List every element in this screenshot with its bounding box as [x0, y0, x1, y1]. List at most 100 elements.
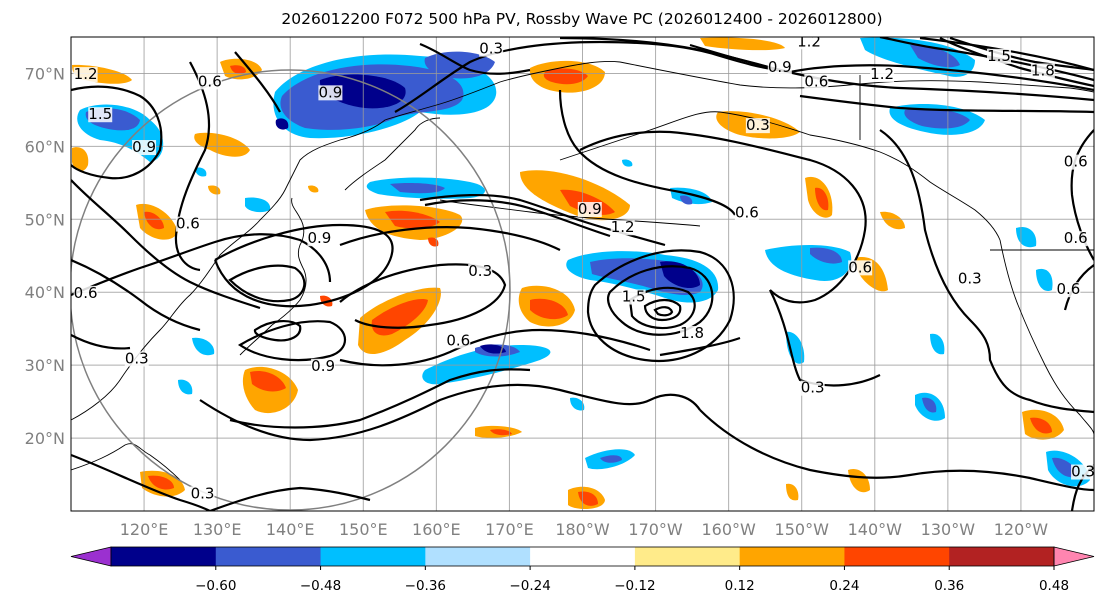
contour-label-bg: [1030, 63, 1055, 79]
map-area: 0.3 0.9 0.6 1.2 1.2 1.5 1.8 0.3 0.9 0.6 1.2 1.5 0.9 0…: [71, 37, 1094, 511]
pv-contour: [949, 37, 1094, 72]
contour-label: 1.5: [622, 288, 646, 306]
lon-tick-label: 180°W: [555, 520, 610, 539]
contour-label-bg: [987, 48, 1012, 64]
pv-contour: [339, 263, 507, 329]
negative-anomaly-patch: [660, 261, 700, 289]
contour-label: 0.9: [578, 200, 602, 218]
pv-contour: [174, 61, 211, 272]
contour-label-bg: [577, 202, 602, 218]
pv-contour: [643, 298, 682, 322]
negative-anomaly-patch: [480, 344, 506, 354]
pv-contour: [228, 264, 306, 303]
positive-anomaly-patch: [848, 468, 870, 493]
contour-label-bg: [745, 118, 770, 134]
negative-anomaly-patch: [195, 167, 207, 177]
contour-label: 0.6: [1056, 280, 1080, 298]
kamchatka-coastline: [344, 117, 441, 191]
contour-label: 1.8: [680, 324, 704, 342]
pv-contour: [71, 334, 131, 350]
lon-tick-label: 170°W: [628, 520, 683, 539]
contour-label: 1.5: [88, 105, 112, 123]
contour-label-bg: [621, 289, 646, 305]
negative-anomaly-patch: [178, 379, 193, 395]
pv-contour: [234, 51, 281, 113]
lon-tick-label: 140°E: [266, 520, 315, 539]
contour-label: 0.6: [446, 331, 470, 349]
contour-label-bg: [797, 37, 822, 50]
positive-anomaly-patch: [308, 185, 319, 193]
north-america-coastline: [999, 239, 1094, 436]
pv-contour: [699, 409, 1094, 492]
lat-tick-label: 40°N: [25, 283, 65, 302]
colorbar-tick-label: −0.24: [509, 578, 550, 594]
contour-label-bg: [767, 59, 792, 75]
positive-anomaly-patch: [880, 211, 905, 230]
colorbar-tick-label: 0.36: [934, 578, 964, 594]
pv-contour: [879, 37, 1094, 82]
pv-contour: [799, 94, 1094, 114]
pv-contour: [659, 336, 741, 357]
contour-label: 0.9: [311, 357, 335, 375]
contour-label-bg: [318, 85, 343, 101]
colorbar-tick-label: −0.12: [614, 578, 655, 594]
contour-label-bg: [307, 231, 332, 247]
positive-anomaly-patch: [786, 483, 799, 501]
colorbar-segment: [215, 547, 322, 566]
pv-contour: [199, 383, 701, 442]
positive-anomaly-patch: [490, 429, 512, 436]
contour-label: 1.2: [870, 65, 894, 83]
lon-tick-label: 120°W: [994, 520, 1049, 539]
contour-label: 0.6: [176, 215, 200, 233]
map-frame: [70, 36, 1095, 512]
colorbar-extend-min: [70, 546, 112, 567]
lon-tick-label: 160°W: [701, 520, 756, 539]
contour-label: 0.6: [74, 284, 98, 302]
lat-tick-label: 50°N: [25, 210, 65, 229]
positive-anomaly-patch: [230, 65, 246, 74]
pv-contour: [769, 289, 881, 387]
positive-anomaly-patch: [543, 68, 588, 85]
pv-contour: [71, 85, 163, 180]
contour-label-bg: [175, 216, 200, 232]
negative-anomaly-patch: [622, 159, 633, 167]
contour-label-bg: [680, 325, 705, 341]
contour-label-bg: [957, 271, 982, 287]
contour-label: 0.6: [848, 258, 872, 276]
lat-tick-label: 70°N: [25, 64, 65, 83]
contour-label: 0.3: [479, 40, 503, 58]
pv-contour: [209, 486, 371, 511]
colorbar-tick-label: 0.48: [1039, 578, 1069, 594]
contour-label: 0.3: [468, 262, 492, 280]
contour-label-bg: [734, 205, 759, 221]
contour-label: 0.3: [125, 350, 149, 368]
contour-label-bg: [848, 260, 873, 276]
colorbar-tick-label: 0.12: [725, 578, 755, 594]
lon-tick-label: 130°W: [921, 520, 976, 539]
contour-label: 1.5: [987, 47, 1011, 65]
contour-label-bg: [73, 285, 98, 301]
colorbar-segment: [530, 547, 636, 566]
negative-anomaly-patch: [600, 455, 622, 463]
negative-anomaly-patch: [810, 247, 842, 264]
positive-anomaly-patch: [700, 37, 785, 51]
negative-anomaly-patch: [922, 397, 937, 413]
lat-tick-label: 20°N: [25, 429, 65, 448]
asia-south-coastline: [71, 443, 181, 481]
pv-contour: [339, 328, 651, 367]
pv-contour: [558, 89, 736, 216]
contour-label: 0.3: [746, 116, 770, 134]
pv-contour: [419, 42, 531, 75]
colorbar-segment: [111, 547, 217, 566]
contour-label: 1.8: [1031, 61, 1055, 79]
pv-contours: [71, 37, 1094, 511]
contour-label: 0.3: [191, 484, 215, 502]
contour-label-bg: [73, 67, 98, 83]
contour-label-bg: [88, 107, 113, 123]
pv-contour: [71, 453, 211, 511]
pv-contour-labels: 0.3 0.9 0.6 1.2 1.2 1.5 1.8 0.3 0.9 0.6 1.2 1.5 0.9 0…: [73, 37, 1094, 502]
contour-label: 0.9: [318, 83, 342, 101]
lon-tick-label: 150°W: [775, 520, 830, 539]
lon-tick-label: 170°E: [485, 520, 534, 539]
